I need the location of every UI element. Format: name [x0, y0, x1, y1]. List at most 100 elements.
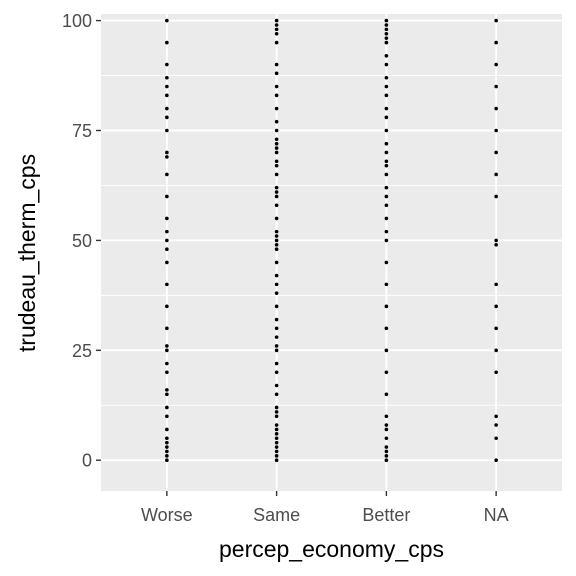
data-point [274, 159, 279, 164]
data-point [494, 84, 498, 89]
data-point [274, 27, 279, 32]
data-point [384, 18, 389, 23]
data-point [384, 128, 389, 133]
data-point [274, 119, 279, 124]
data-point [494, 414, 498, 419]
data-point [165, 361, 169, 366]
data-point [274, 335, 279, 339]
data-point [274, 190, 279, 194]
data-point [384, 304, 389, 309]
data-point [384, 36, 389, 40]
data-point [165, 282, 169, 287]
data-point [274, 361, 279, 366]
data-point [384, 436, 389, 441]
data-point [165, 115, 169, 120]
data-point [274, 238, 279, 243]
data-point [494, 238, 498, 243]
data-point [165, 62, 169, 67]
data-point [274, 449, 279, 454]
data-point [274, 348, 279, 353]
data-point [274, 185, 279, 190]
y-axis: 0 25 50 75 100 [62, 11, 101, 471]
data-point [384, 62, 389, 67]
data-point [165, 40, 169, 45]
data-point [165, 128, 169, 133]
data-point [165, 84, 169, 89]
data-point [165, 392, 169, 397]
data-point [274, 304, 279, 309]
data-point [274, 229, 279, 234]
data-point [165, 326, 169, 331]
data-point [274, 370, 279, 375]
data-point [274, 414, 279, 419]
data-point [165, 427, 169, 432]
data-point [274, 423, 279, 427]
data-point [274, 141, 279, 146]
x-tick-label: NA [484, 505, 509, 525]
data-point [274, 440, 279, 445]
x-tick-label: Better [362, 505, 410, 525]
data-point [384, 23, 389, 27]
data-point [274, 454, 279, 458]
data-point [165, 304, 169, 309]
data-point [165, 260, 169, 265]
data-point [165, 458, 169, 463]
data-point [384, 326, 389, 331]
data-point [274, 260, 279, 265]
data-point [165, 18, 169, 23]
data-point [384, 106, 389, 111]
data-point [384, 84, 389, 89]
x-axis: Worse Same Better NA [141, 491, 509, 525]
data-point [274, 247, 279, 252]
data-point [165, 370, 169, 375]
x-tick-label: Worse [141, 505, 193, 525]
data-point [274, 40, 279, 45]
data-point [274, 326, 279, 331]
data-point [165, 344, 169, 348]
data-point [274, 146, 279, 150]
data-points [165, 18, 498, 463]
data-point [384, 172, 389, 177]
data-point [384, 458, 389, 463]
x-axis-title: percep_economy_cps [219, 536, 444, 562]
data-point [274, 128, 279, 133]
data-point [274, 93, 279, 98]
data-point [165, 454, 169, 458]
data-point [165, 436, 169, 441]
data-point [494, 423, 498, 427]
data-point [165, 449, 169, 454]
y-tick-label: 25 [72, 341, 92, 361]
data-point [384, 93, 389, 98]
data-point [384, 31, 389, 36]
data-point [165, 75, 169, 80]
data-point [384, 370, 389, 375]
data-point [274, 291, 279, 295]
data-point [274, 445, 279, 449]
data-point [384, 40, 389, 45]
data-point [384, 427, 389, 432]
data-point [384, 159, 389, 164]
data-point [384, 414, 389, 419]
data-point [494, 243, 498, 247]
plot-panel [101, 14, 562, 491]
data-point [384, 348, 389, 353]
data-point [384, 150, 389, 155]
data-point [384, 216, 389, 221]
minor-gridlines [101, 75, 562, 406]
data-point [165, 247, 169, 252]
data-point [274, 194, 279, 199]
data-point [274, 243, 279, 247]
data-point [494, 18, 498, 23]
data-point [384, 75, 389, 80]
data-point [274, 71, 279, 76]
data-point [384, 27, 389, 32]
data-point [384, 260, 389, 265]
data-point [494, 62, 498, 67]
data-point [274, 317, 279, 322]
data-point [274, 150, 279, 155]
data-point [274, 106, 279, 111]
data-point [274, 84, 279, 89]
data-point [274, 163, 279, 168]
data-point [165, 238, 169, 243]
data-point [274, 458, 279, 463]
